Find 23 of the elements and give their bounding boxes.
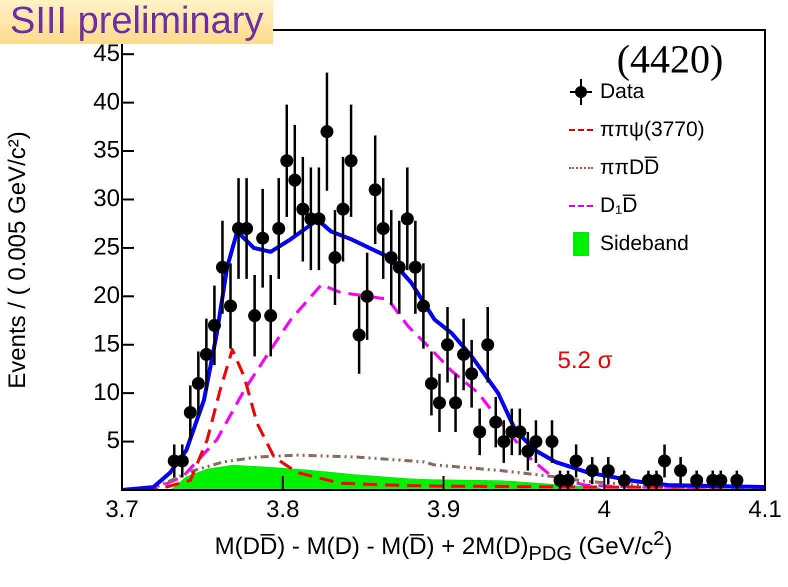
legend-label: D₁D̅ — [600, 194, 638, 218]
legend-label: ππDD̅ — [600, 156, 660, 180]
legend-label: ππψ(3770) — [600, 118, 705, 142]
legend-label: Sideband — [600, 232, 689, 256]
x-tick-label: 4.1 — [748, 496, 782, 524]
y-tick-label: 30 — [93, 185, 120, 212]
y-tick-label: 5 — [106, 427, 120, 454]
x-tick-label: 4 — [598, 496, 611, 524]
x-tick-label: 3.7 — [105, 496, 139, 524]
x-tick-label: 3.8 — [266, 496, 300, 524]
y-axis-title: Events / ( 0.005 GeV/c²) — [4, 131, 32, 389]
legend-label: Data — [600, 80, 644, 104]
y-tick-label: 35 — [93, 136, 120, 164]
y-tick-label: 20 — [93, 282, 120, 309]
y-tick-label: 10 — [93, 378, 120, 406]
annotation: (4420) — [616, 36, 724, 82]
x-axis-title: M(DD̅) - M(D) - M(D̅) + 2M(D)$_{PDG}$ (GeV/c$^{2}$) — [214, 528, 674, 566]
chart-title: SIII preliminary — [0, 0, 274, 44]
x-tick-label: 3.9 — [426, 496, 460, 524]
y-tick-label: 15 — [93, 330, 120, 358]
y-tick-label: 25 — [93, 234, 120, 261]
y-tick-label: 40 — [93, 88, 120, 116]
annotation: 5.2 σ — [558, 346, 613, 374]
